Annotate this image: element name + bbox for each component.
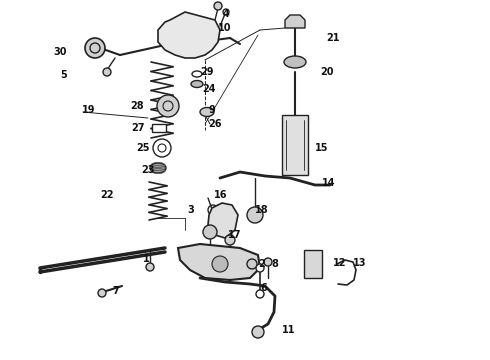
Circle shape bbox=[256, 290, 264, 298]
Circle shape bbox=[98, 289, 106, 297]
Circle shape bbox=[212, 256, 228, 272]
Circle shape bbox=[256, 264, 264, 272]
Circle shape bbox=[214, 2, 222, 10]
Polygon shape bbox=[178, 244, 260, 280]
Circle shape bbox=[157, 95, 179, 117]
Ellipse shape bbox=[284, 56, 306, 68]
Text: 9: 9 bbox=[208, 105, 215, 115]
Circle shape bbox=[225, 235, 235, 245]
Text: 30: 30 bbox=[53, 47, 67, 57]
Text: 25: 25 bbox=[136, 143, 149, 153]
Circle shape bbox=[252, 326, 264, 338]
Text: 26: 26 bbox=[208, 119, 221, 129]
Text: 3: 3 bbox=[187, 205, 194, 215]
Text: 28: 28 bbox=[130, 101, 144, 111]
Circle shape bbox=[247, 207, 263, 223]
Text: 2: 2 bbox=[258, 259, 265, 269]
Text: 23: 23 bbox=[141, 165, 154, 175]
Text: 13: 13 bbox=[353, 258, 367, 268]
Text: 27: 27 bbox=[131, 123, 145, 133]
Circle shape bbox=[85, 38, 105, 58]
Text: 7: 7 bbox=[112, 286, 119, 296]
Text: 17: 17 bbox=[228, 230, 242, 240]
FancyBboxPatch shape bbox=[282, 115, 308, 175]
Text: 20: 20 bbox=[320, 67, 334, 77]
FancyBboxPatch shape bbox=[152, 124, 166, 132]
Circle shape bbox=[103, 68, 111, 76]
Text: 5: 5 bbox=[60, 70, 67, 80]
Circle shape bbox=[264, 258, 272, 266]
Text: 24: 24 bbox=[202, 84, 216, 94]
Polygon shape bbox=[158, 12, 220, 58]
Text: 4: 4 bbox=[223, 9, 230, 19]
Text: 16: 16 bbox=[214, 190, 227, 200]
Text: 22: 22 bbox=[100, 190, 114, 200]
Ellipse shape bbox=[200, 108, 214, 117]
Text: 8: 8 bbox=[271, 259, 278, 269]
Ellipse shape bbox=[191, 81, 203, 87]
FancyBboxPatch shape bbox=[304, 250, 322, 278]
Text: 19: 19 bbox=[82, 105, 96, 115]
Text: 21: 21 bbox=[326, 33, 340, 43]
Text: 29: 29 bbox=[200, 67, 214, 77]
Polygon shape bbox=[285, 15, 305, 28]
Text: 12: 12 bbox=[333, 258, 346, 268]
Ellipse shape bbox=[150, 163, 166, 173]
Circle shape bbox=[247, 259, 257, 269]
Circle shape bbox=[146, 263, 154, 271]
Text: 11: 11 bbox=[282, 325, 295, 335]
Text: 6: 6 bbox=[260, 283, 267, 293]
Text: 14: 14 bbox=[322, 178, 336, 188]
Text: 18: 18 bbox=[255, 205, 269, 215]
Text: 1: 1 bbox=[143, 254, 150, 264]
Text: 15: 15 bbox=[315, 143, 328, 153]
Circle shape bbox=[203, 225, 217, 239]
Circle shape bbox=[223, 9, 229, 15]
Polygon shape bbox=[208, 203, 238, 238]
Text: 10: 10 bbox=[218, 23, 231, 33]
